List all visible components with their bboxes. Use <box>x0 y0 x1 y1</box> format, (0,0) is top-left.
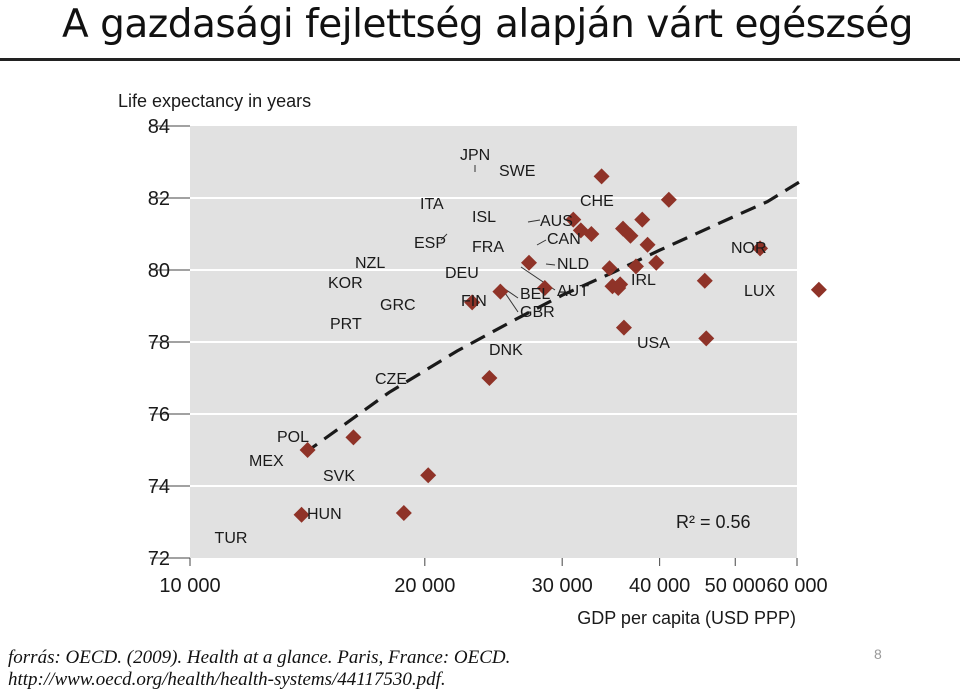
point-pol <box>345 429 362 446</box>
x-axis-ticks: 10 000 20 000 30 000 40 000 50 000 60 000 <box>159 558 828 597</box>
trend-line <box>303 178 804 455</box>
point-label-jpn: JPN <box>460 147 490 164</box>
point-label-svk: SVK <box>323 468 355 485</box>
x-tick-label: 50 000 <box>705 575 766 597</box>
point-gbr <box>612 276 629 293</box>
point-label-lux: LUX <box>744 283 775 300</box>
source-line-2[interactable]: http://www.oecd.org/health/health-system… <box>8 669 446 690</box>
point-grc <box>536 280 553 296</box>
point-nzl <box>520 254 537 271</box>
point-aus <box>634 211 651 228</box>
y-tick-label: 76 <box>148 404 170 426</box>
y-tick-label: 74 <box>148 476 170 498</box>
point-mex <box>299 442 316 458</box>
point-label-gbr: GBR <box>520 304 555 321</box>
point-label-grc: GRC <box>380 297 416 314</box>
point-label-swe: SWE <box>499 163 535 180</box>
point-label-kor: KOR <box>328 275 363 292</box>
point-label-fra: FRA <box>472 239 504 256</box>
point-label-nzl: NZL <box>355 255 385 272</box>
point-label-tur: TUR <box>215 530 248 547</box>
point-kor <box>492 283 509 300</box>
x-tick-label: 60 000 <box>766 575 827 597</box>
point-labels: TUR MEX POL HUN SVK PRT KOR NZL GRC CZE ITA ESP ISL J… <box>215 147 776 547</box>
scatter-chart: Life expectancy in years 72747678808284 … <box>118 91 828 628</box>
point-label-nld: NLD <box>557 256 589 273</box>
point-irl <box>696 272 713 289</box>
x-tick-label: 30 000 <box>532 575 593 597</box>
source-citation: forrás: OECD. (2009). Health at a glance… <box>8 647 510 691</box>
gridlines <box>190 197 797 487</box>
source-line-1: forrás: OECD. (2009). Health at a glance… <box>8 647 511 668</box>
y-tick-label: 78 <box>148 332 170 354</box>
point-label-can: CAN <box>547 231 581 248</box>
leader-line-aus <box>527 219 541 223</box>
point-label-aut: AUT <box>557 283 589 300</box>
point-label-irl: IRL <box>631 272 656 289</box>
point-label-mex: MEX <box>249 453 284 470</box>
point-label-aus: AUS <box>540 213 573 230</box>
point-nld <box>648 254 665 271</box>
point-lux <box>810 281 827 298</box>
point-can <box>639 236 656 253</box>
point-usa <box>698 330 715 347</box>
point-label-prt: PRT <box>330 316 362 333</box>
y-tick-label: 82 <box>148 188 170 210</box>
point-label-fin: FIN <box>461 293 487 310</box>
r-squared-annotation: R² = 0.56 <box>676 512 751 532</box>
point-fra <box>622 227 639 244</box>
title-divider <box>0 58 960 61</box>
point-label-che: CHE <box>580 193 614 210</box>
point-nor <box>752 240 769 257</box>
point-label-nor: NOR <box>731 240 767 257</box>
x-tick-label: 20 000 <box>394 575 455 597</box>
point-label-esp: ESP <box>414 235 446 252</box>
point-label-bel: BEL <box>520 286 550 303</box>
point-deu <box>601 260 618 277</box>
point-ita <box>565 211 582 228</box>
point-label-pol: POL <box>277 429 309 446</box>
data-points <box>293 168 827 523</box>
point-tur <box>293 506 310 523</box>
point-label-ita: ITA <box>420 196 444 213</box>
leader-line-can <box>536 239 547 246</box>
point-label-deu: DEU <box>445 265 479 282</box>
y-axis-ticks: 72 74 76 78 80 82 84 <box>148 116 190 570</box>
point-label-cze: CZE <box>375 371 407 388</box>
point-dnk <box>615 319 632 336</box>
point-prt <box>464 294 481 311</box>
point-jpn <box>593 168 610 185</box>
x-tick-label: 40 000 <box>629 575 690 597</box>
point-cze <box>481 370 498 386</box>
trend-line-path <box>303 178 804 455</box>
point-hun <box>395 505 412 521</box>
point-label-usa: USA <box>637 335 670 352</box>
slide-number: 8 <box>874 646 882 662</box>
leader-line-nld <box>545 263 556 266</box>
point-isl <box>583 226 600 242</box>
point-label-isl: ISL <box>472 209 496 226</box>
y-tick-label: 80 <box>148 260 170 282</box>
y-axis-title: Life expectancy in years <box>118 91 311 111</box>
x-axis-title: GDP per capita (USD PPP) <box>577 608 796 628</box>
point-che <box>660 191 677 208</box>
slide-title: A gazdasági fejlettség alapján várt egés… <box>62 2 914 47</box>
y-tick-label: 84 <box>148 116 170 138</box>
point-label-hun: HUN <box>307 506 342 523</box>
point-svk <box>420 467 437 484</box>
point-label-dnk: DNK <box>489 342 523 359</box>
y-tick-label: 72 <box>148 548 170 570</box>
point-aut <box>627 258 644 275</box>
x-tick-label: 10 000 <box>159 575 220 597</box>
leader-line-esp <box>440 233 448 241</box>
